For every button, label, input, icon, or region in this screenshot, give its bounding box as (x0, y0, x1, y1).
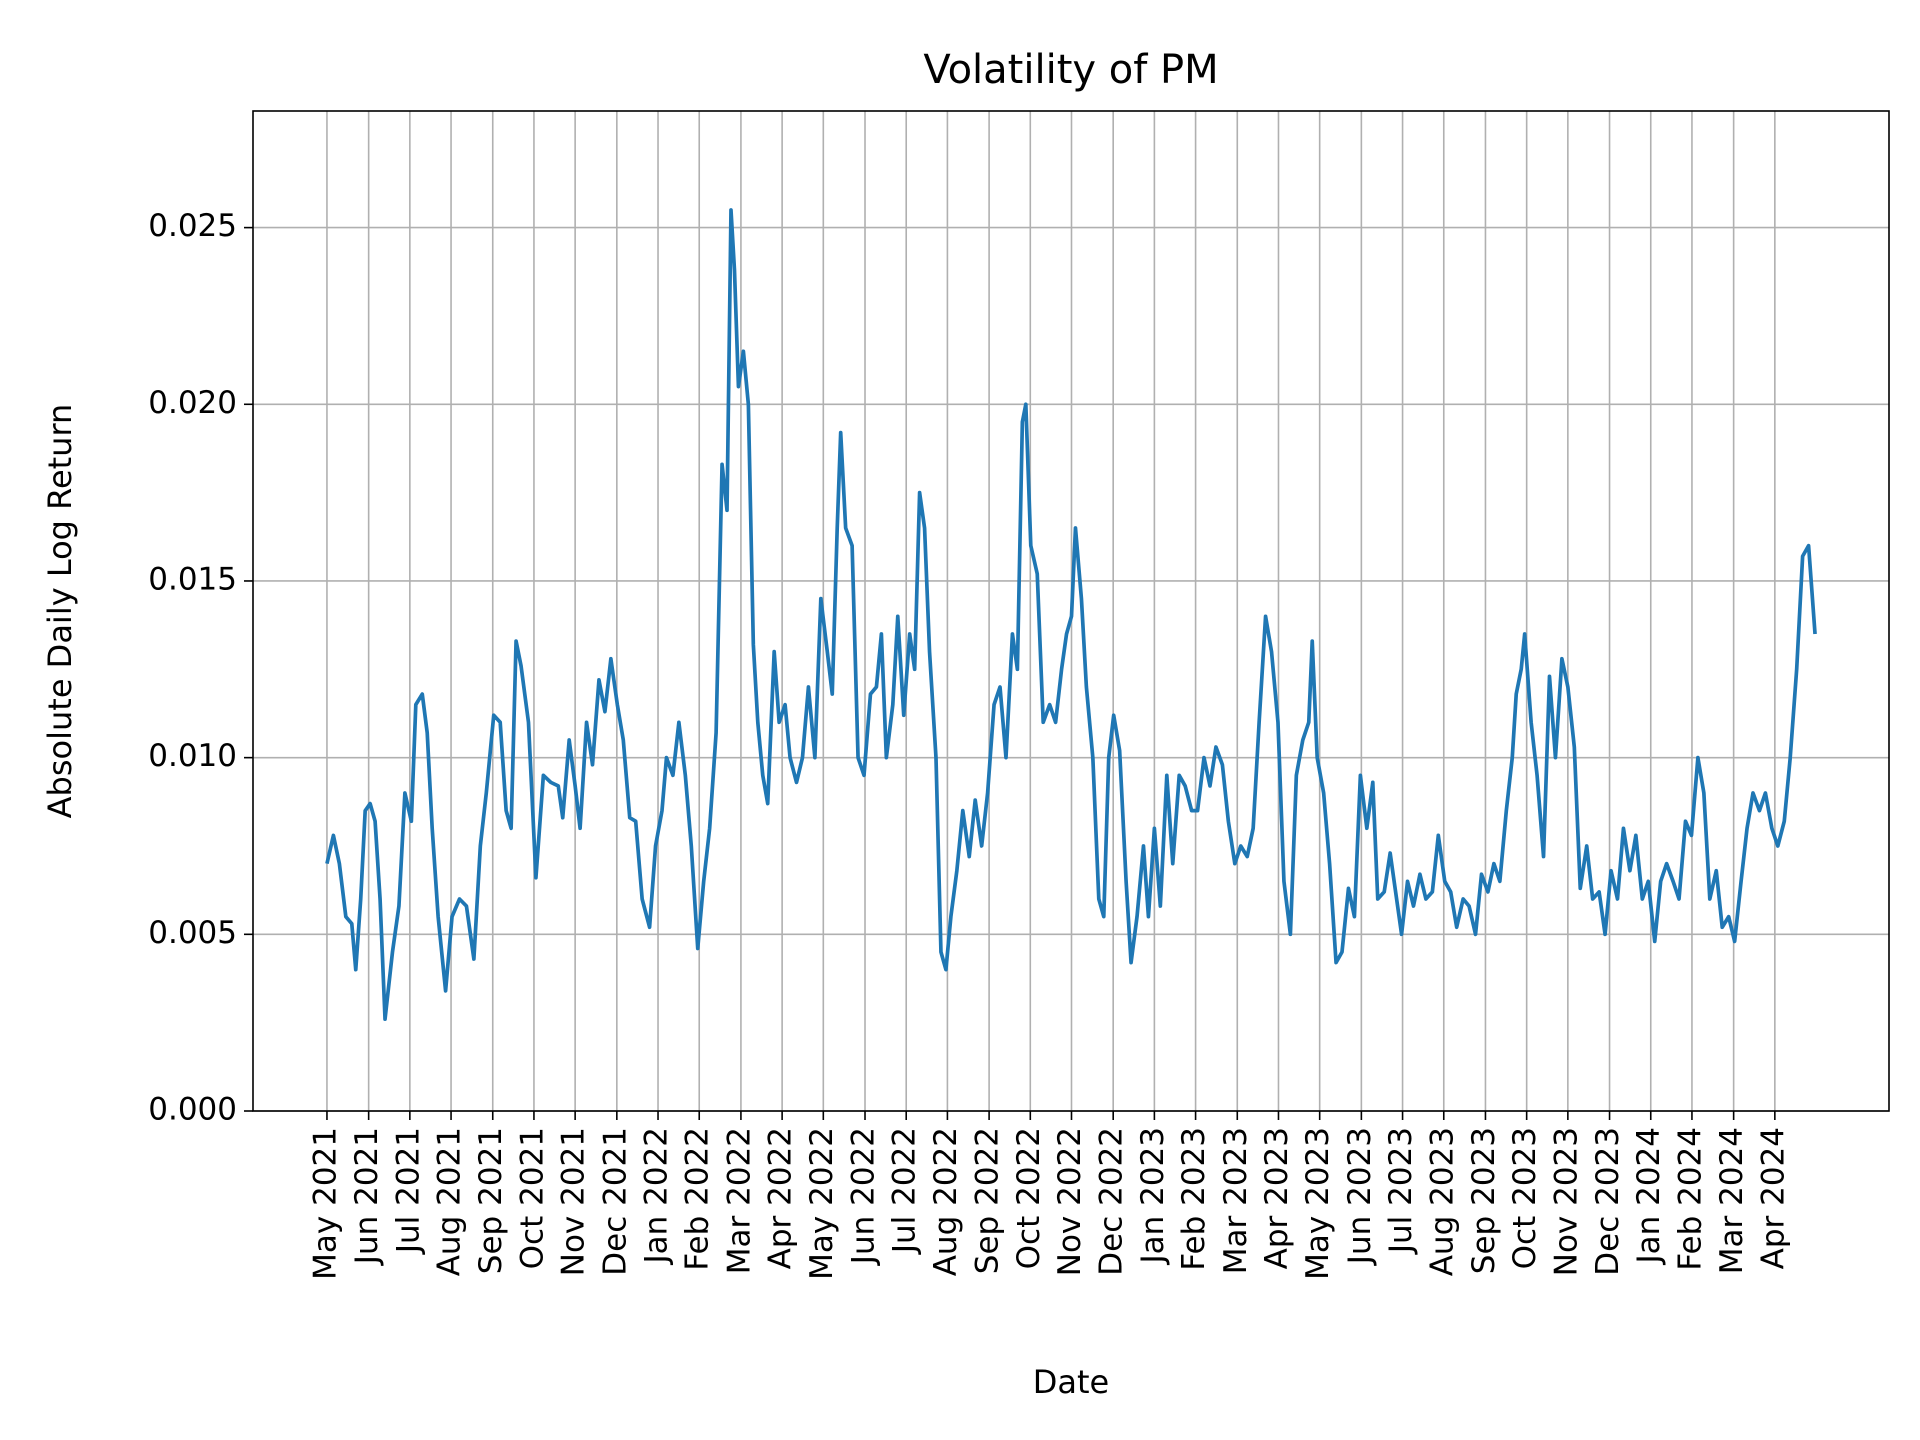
x-tick-label: Jun 2021 (349, 1127, 385, 1266)
x-tick-label: Dec 2021 (597, 1127, 633, 1276)
x-tick-label: Sep 2022 (970, 1127, 1006, 1274)
y-tick-label: 0.020 (148, 385, 237, 421)
x-tick-label: Sep 2021 (473, 1127, 509, 1274)
x-tick-label: Oct 2022 (1011, 1127, 1047, 1269)
x-tick-label: Oct 2021 (514, 1127, 550, 1269)
x-tick-label: Mar 2023 (1218, 1127, 1254, 1274)
y-tick-label: 0.025 (148, 208, 237, 244)
y-tick-label: 0.005 (148, 915, 237, 951)
x-tick-label: Dec 2023 (1590, 1127, 1626, 1276)
x-tick-label: Jan 2023 (1135, 1127, 1171, 1266)
x-tick-label: Feb 2023 (1176, 1127, 1212, 1271)
x-tick-label: May 2023 (1300, 1127, 1336, 1280)
x-tick-label: Jan 2024 (1631, 1127, 1667, 1266)
chart-title: Volatility of PM (923, 47, 1218, 93)
x-tick-label: Apr 2023 (1259, 1127, 1295, 1269)
x-tick-label: Aug 2023 (1424, 1127, 1460, 1276)
x-tick-label: Mar 2024 (1714, 1127, 1750, 1274)
x-tick-label: Aug 2022 (928, 1127, 964, 1276)
x-tick-label: May 2021 (307, 1127, 343, 1280)
y-tick-label: 0.015 (148, 561, 237, 597)
x-tick-label: Jun 2023 (1342, 1127, 1378, 1266)
y-tick-label: 0.010 (148, 738, 237, 774)
x-tick-label: Nov 2023 (1548, 1127, 1584, 1276)
x-tick-label: Jul 2022 (887, 1127, 923, 1255)
data-line (325, 208, 1817, 1021)
x-tick-label: Oct 2023 (1507, 1127, 1543, 1269)
x-tick-label: Sep 2023 (1466, 1127, 1502, 1274)
x-tick-label: Apr 2022 (763, 1127, 799, 1269)
y-axis-label: Absolute Daily Log Return (41, 404, 79, 819)
x-tick-label: Aug 2021 (432, 1127, 468, 1276)
x-tick-label: Feb 2024 (1672, 1127, 1708, 1271)
x-tick-label: Apr 2024 (1755, 1127, 1791, 1269)
x-tick-label: Jul 2021 (390, 1127, 426, 1255)
x-tick-label: Jun 2022 (846, 1127, 882, 1266)
x-tick-label: Feb 2022 (680, 1127, 716, 1271)
x-axis-label: Date (1033, 1363, 1109, 1401)
x-tick-label: Jan 2022 (639, 1127, 675, 1266)
x-tick-label: May 2022 (804, 1127, 840, 1280)
x-tick-label: Nov 2022 (1052, 1127, 1088, 1276)
y-tick-label: 0.000 (148, 1092, 237, 1128)
x-tick-label: Mar 2022 (721, 1127, 757, 1274)
plot-frame (252, 110, 1890, 1112)
x-tick-label: Jul 2023 (1383, 1127, 1419, 1255)
x-tick-label: Nov 2021 (556, 1127, 592, 1276)
x-tick-label: Dec 2022 (1094, 1127, 1130, 1276)
